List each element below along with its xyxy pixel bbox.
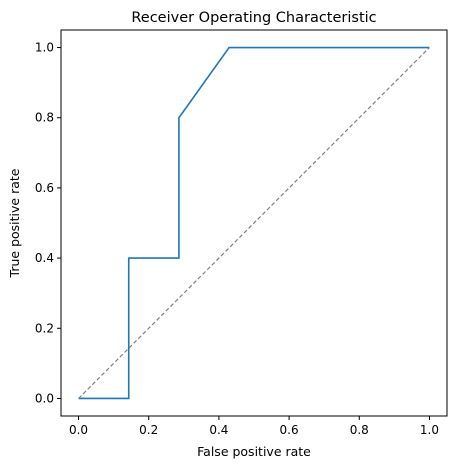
y-tick-label: 0.0 (35, 391, 54, 405)
y-axis-label: True positive rate (7, 168, 22, 278)
chart-title: Receiver Operating Characteristic (131, 10, 376, 26)
x-tick-label: 0.2 (139, 423, 158, 437)
chance-diagonal-line (78, 47, 430, 399)
series-layer (78, 46, 430, 400)
roc-curve-line (78, 46, 430, 400)
x-tick-label: 0.0 (69, 423, 88, 437)
x-axis: 0.0 0.2 0.4 0.6 0.8 1.0 (69, 416, 439, 437)
y-tick-label: 1.0 (35, 41, 54, 55)
x-tick-label: 0.4 (209, 423, 228, 437)
y-tick-label: 0.8 (35, 111, 54, 125)
x-tick-label: 1.0 (420, 423, 439, 437)
plot-frame (60, 29, 448, 417)
x-axis-label: False positive rate (197, 444, 311, 459)
x-tick-label: 0.6 (280, 423, 299, 437)
x-tick-label: 0.8 (350, 423, 369, 437)
y-tick-label: 0.2 (35, 321, 54, 335)
y-axis: 0.0 0.2 0.4 0.6 0.8 1.0 (35, 41, 61, 405)
y-tick-label: 0.4 (35, 251, 54, 265)
y-tick-label: 0.6 (35, 181, 54, 195)
